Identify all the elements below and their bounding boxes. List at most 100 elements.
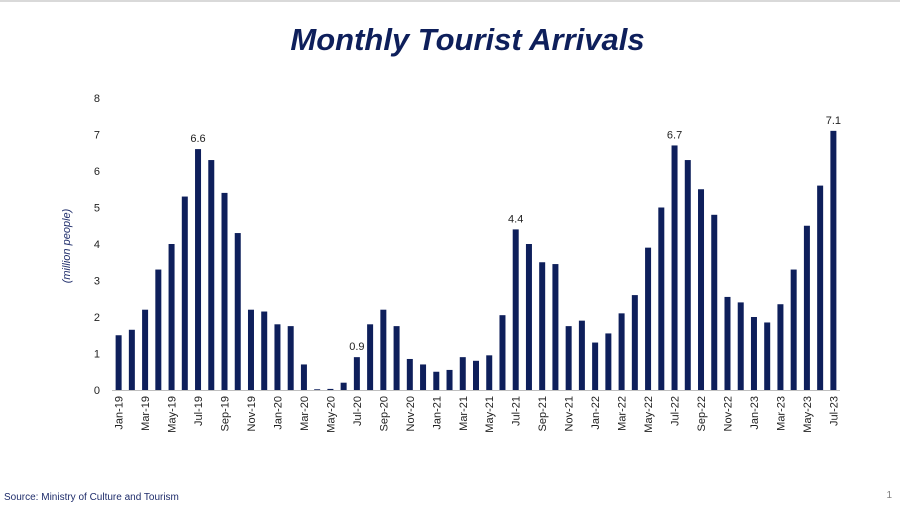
page-number: 1: [886, 490, 892, 501]
bar-Oct-20: [393, 326, 400, 390]
x-tick-label: Jul-21: [511, 396, 523, 426]
bar-Apr-21: [473, 360, 479, 390]
bar-Sep-21: [539, 262, 546, 390]
bar-Dec-22: [737, 302, 744, 390]
x-tick-label: Sep-21: [537, 396, 549, 431]
bar-Dec-20: [420, 364, 427, 390]
x-tick-label: Mar-19: [140, 396, 152, 431]
source-note: Source: Ministry of Culture and Tourism: [4, 492, 179, 503]
bar-Apr-23: [790, 269, 797, 390]
bar-Jun-19: [181, 196, 188, 390]
bar-Oct-21: [552, 264, 559, 390]
y-tick-label: 4: [94, 239, 100, 251]
bar-Oct-19: [234, 233, 241, 390]
x-tick-label: Jan-20: [272, 396, 284, 430]
x-tick-label: Nov-22: [722, 396, 734, 431]
data-label: 6.7: [667, 129, 682, 141]
bars: [115, 130, 837, 390]
bar-Aug-22: [684, 160, 691, 390]
x-tick-label: Jan-23: [749, 396, 761, 430]
bar-Dec-21: [578, 320, 585, 390]
bar-Jan-21: [433, 371, 440, 390]
bar-Dec-19: [261, 311, 268, 390]
x-tick-label: Sep-19: [220, 396, 232, 431]
bar-Jun-23: [817, 185, 824, 390]
bar-Jan-19: [115, 335, 122, 390]
bar-Nov-20: [406, 358, 413, 390]
bar-Oct-22: [711, 214, 718, 390]
bar-Jan-20: [274, 324, 281, 390]
bar-May-19: [168, 244, 175, 390]
bar-Nov-19: [247, 309, 254, 390]
y-tick-label: 0: [94, 385, 100, 397]
data-labels: 6.6 0.9 4.4 6.7 7.1: [190, 115, 841, 353]
bar-Apr-22: [631, 295, 638, 390]
x-axis: Jan-19 Mar-19 May-19 Jul-19 Sep-19 Nov-19 Jan-…: [112, 390, 840, 433]
y-tick-label: 2: [94, 312, 100, 324]
y-axis: 0 1 2 3 4 5 6 7 8: [94, 93, 100, 397]
x-tick-label: Mar-22: [617, 396, 629, 431]
top-divider: [0, 0, 900, 2]
bar-Feb-23: [764, 322, 771, 390]
y-tick-label: 7: [94, 130, 100, 142]
x-tick-label: Nov-20: [405, 396, 417, 431]
bar-Mar-20: [300, 364, 307, 390]
bar-Nov-21: [565, 326, 572, 390]
bar-Jul-20: [353, 357, 360, 390]
bar-Sep-22: [698, 189, 705, 390]
y-axis-label: (million people): [61, 208, 73, 283]
data-label: 0.9: [349, 341, 364, 353]
bar-Jan-22: [592, 342, 599, 390]
bar-Apr-20: [314, 389, 321, 390]
bar-Feb-22: [605, 333, 612, 390]
y-tick-label: 5: [94, 203, 100, 215]
bar-Sep-20: [380, 309, 387, 390]
x-tick-label: Nov-19: [246, 396, 258, 431]
bar-Sep-19: [221, 192, 228, 390]
bar-Jul-22: [671, 145, 678, 390]
bar-Mar-19: [142, 309, 149, 390]
bar-Jul-23: [830, 130, 837, 390]
x-tick-label: Mar-23: [775, 396, 787, 431]
bar-Aug-21: [525, 244, 532, 390]
bar-Aug-19: [208, 160, 215, 390]
y-tick-label: 8: [94, 93, 100, 105]
bar-Jul-21: [512, 229, 519, 390]
x-tick-label: May-23: [802, 396, 814, 433]
x-tick-label: May-19: [167, 396, 179, 433]
y-tick-label: 3: [94, 276, 100, 288]
data-label: 7.1: [826, 115, 841, 127]
bar-Mar-22: [618, 313, 625, 390]
bar-Jun-21: [499, 315, 506, 390]
x-tick-label: May-20: [325, 396, 337, 433]
x-tick-label: Jul-20: [352, 396, 364, 426]
data-label: 4.4: [508, 213, 523, 225]
x-tick-label: Jan-22: [590, 396, 602, 430]
bar-Jun-20: [340, 382, 347, 390]
x-tick-label: Jul-19: [193, 396, 205, 426]
data-label: 6.6: [190, 133, 205, 145]
y-tick-label: 1: [94, 349, 100, 361]
x-tick-label: Sep-20: [378, 396, 390, 431]
bar-Apr-19: [155, 269, 162, 390]
bar-May-21: [486, 355, 493, 390]
bar-Jun-22: [658, 207, 665, 390]
bar-Feb-20: [287, 326, 294, 390]
chart-title: Monthly Tourist Arrivals: [290, 22, 645, 57]
x-tick-label: Mar-21: [458, 396, 470, 431]
x-tick-label: Jul-23: [828, 396, 840, 426]
bar-Feb-21: [446, 369, 453, 390]
x-tick-label: May-22: [643, 396, 655, 433]
bar-Feb-19: [128, 329, 135, 390]
x-tick-label: Mar-20: [299, 396, 311, 431]
x-tick-label: May-21: [484, 396, 496, 433]
x-tick-label: Jan-19: [114, 396, 126, 430]
y-tick-label: 6: [94, 166, 100, 178]
bar-Mar-23: [777, 304, 784, 390]
x-tick-label: Jul-22: [670, 396, 682, 426]
bar-Aug-20: [367, 324, 374, 390]
bar-Jul-19: [195, 149, 202, 390]
x-tick-label: Sep-22: [696, 396, 708, 431]
x-tick-label: Nov-21: [564, 396, 576, 431]
